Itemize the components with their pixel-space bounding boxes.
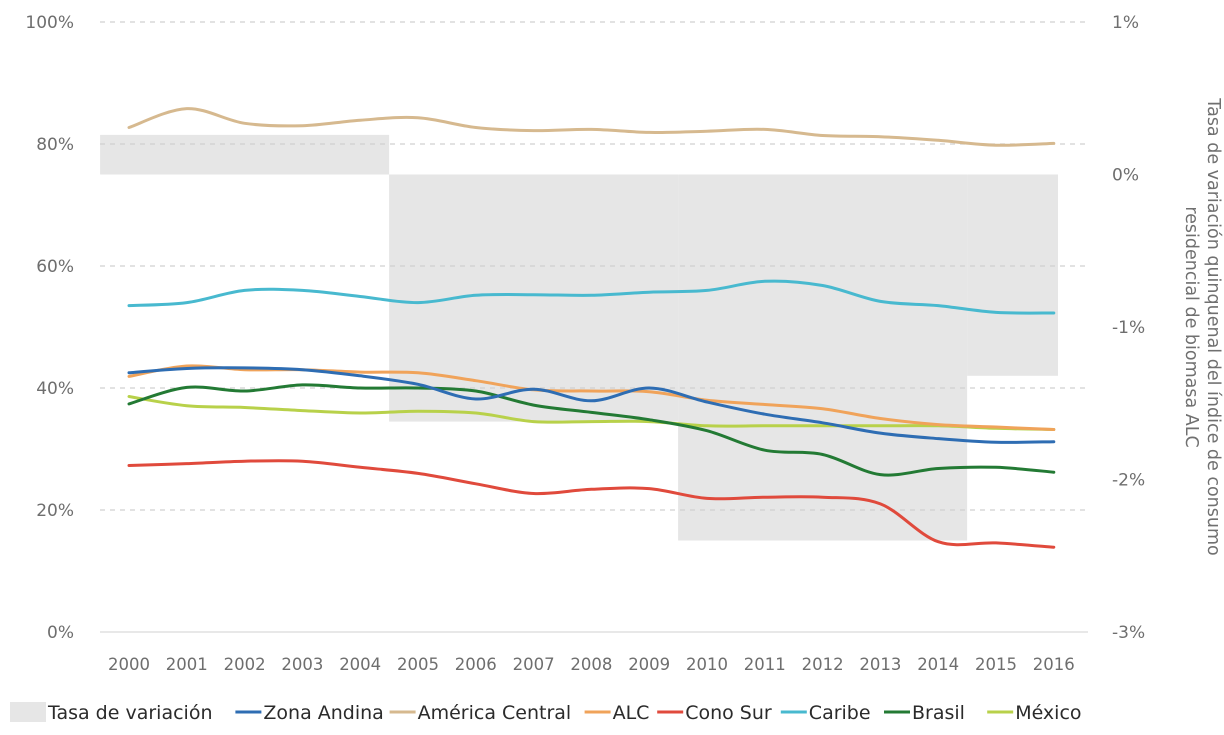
legend-swatch-bars — [10, 702, 46, 722]
legend-label: Brasil — [912, 702, 965, 724]
x-tick-label: 2009 — [628, 655, 670, 674]
bars-layer — [100, 134, 1058, 541]
legend: Tasa de variación Zona Andina América Cent… — [10, 702, 1082, 724]
legend-label: Cono Sur — [685, 702, 772, 724]
lines-layer — [127, 107, 1056, 549]
x-tick-label: 2003 — [281, 655, 323, 674]
x-tick-label: 2011 — [744, 655, 786, 674]
variation-bar — [678, 174, 968, 541]
series-line-caribe — [127, 279, 1056, 315]
variation-bar — [967, 174, 1058, 376]
y-right-tick-label: 0% — [1112, 166, 1139, 186]
variation-bar — [389, 174, 679, 422]
legend-label: Zona Andina — [263, 702, 383, 724]
series-line-cono-sur — [127, 459, 1056, 549]
y-left-tick-label: 20% — [36, 501, 74, 521]
y-right-tick-label: -3% — [1112, 623, 1145, 643]
series-line-brasil — [127, 383, 1056, 477]
y-right-tick-label: -1% — [1112, 318, 1145, 338]
y-left-tick-label: 60% — [36, 257, 74, 277]
y-right-axis-label: residencial de biomasa ALC — [1181, 206, 1201, 447]
y-right-tick-label: 1% — [1112, 13, 1139, 33]
series-line-zona-andina — [127, 366, 1056, 444]
y-right-axis-label: Tasa de variación quinquenal del índice … — [1203, 97, 1223, 555]
x-tick-label: 2005 — [397, 655, 439, 674]
x-tick-label: 2004 — [339, 655, 381, 674]
x-tick-label: 2002 — [224, 655, 266, 674]
x-tick-label: 2007 — [513, 655, 555, 674]
y-left-tick-label: 100% — [25, 13, 74, 33]
x-tick-label: 2006 — [455, 655, 497, 674]
x-tick-label: 2015 — [975, 655, 1017, 674]
y-left-tick-label: 80% — [36, 135, 74, 155]
x-tick-label: 2000 — [108, 655, 150, 674]
y-left-tick-label: 40% — [36, 379, 74, 399]
legend-label: Tasa de variación — [47, 702, 213, 724]
legend-label: ALC — [613, 702, 650, 724]
series-line-america-central — [127, 107, 1056, 147]
x-tick-label: 2016 — [1033, 655, 1075, 674]
legend-label: México — [1015, 702, 1081, 724]
y-left-tick-label: 0% — [47, 623, 74, 643]
legend-label: América Central — [418, 702, 572, 724]
x-tick-label: 2013 — [859, 655, 901, 674]
x-tick-label: 2014 — [917, 655, 959, 674]
legend-label: Caribe — [809, 702, 871, 724]
x-tick-label: 2008 — [570, 655, 612, 674]
series-line-mexico — [127, 395, 1056, 431]
x-tick-label: 2001 — [166, 655, 208, 674]
y-right-tick-label: -2% — [1112, 471, 1145, 491]
x-tick-label: 2010 — [686, 655, 728, 674]
axes-layer: 0% 20% 40% 60% 80% 100% -3% -2% -1% 0% 1% 2000 2001 2… — [25, 13, 1223, 674]
x-tick-label: 2012 — [802, 655, 844, 674]
variation-bar — [100, 134, 390, 175]
